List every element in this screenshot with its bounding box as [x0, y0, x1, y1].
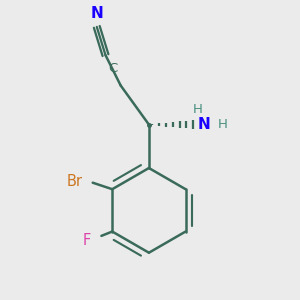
Text: N: N — [198, 117, 211, 132]
Text: C: C — [108, 61, 117, 75]
Text: Br: Br — [67, 174, 83, 189]
Text: H: H — [193, 103, 203, 116]
Text: H: H — [217, 118, 227, 131]
Text: F: F — [82, 233, 91, 248]
Text: N: N — [90, 7, 103, 22]
